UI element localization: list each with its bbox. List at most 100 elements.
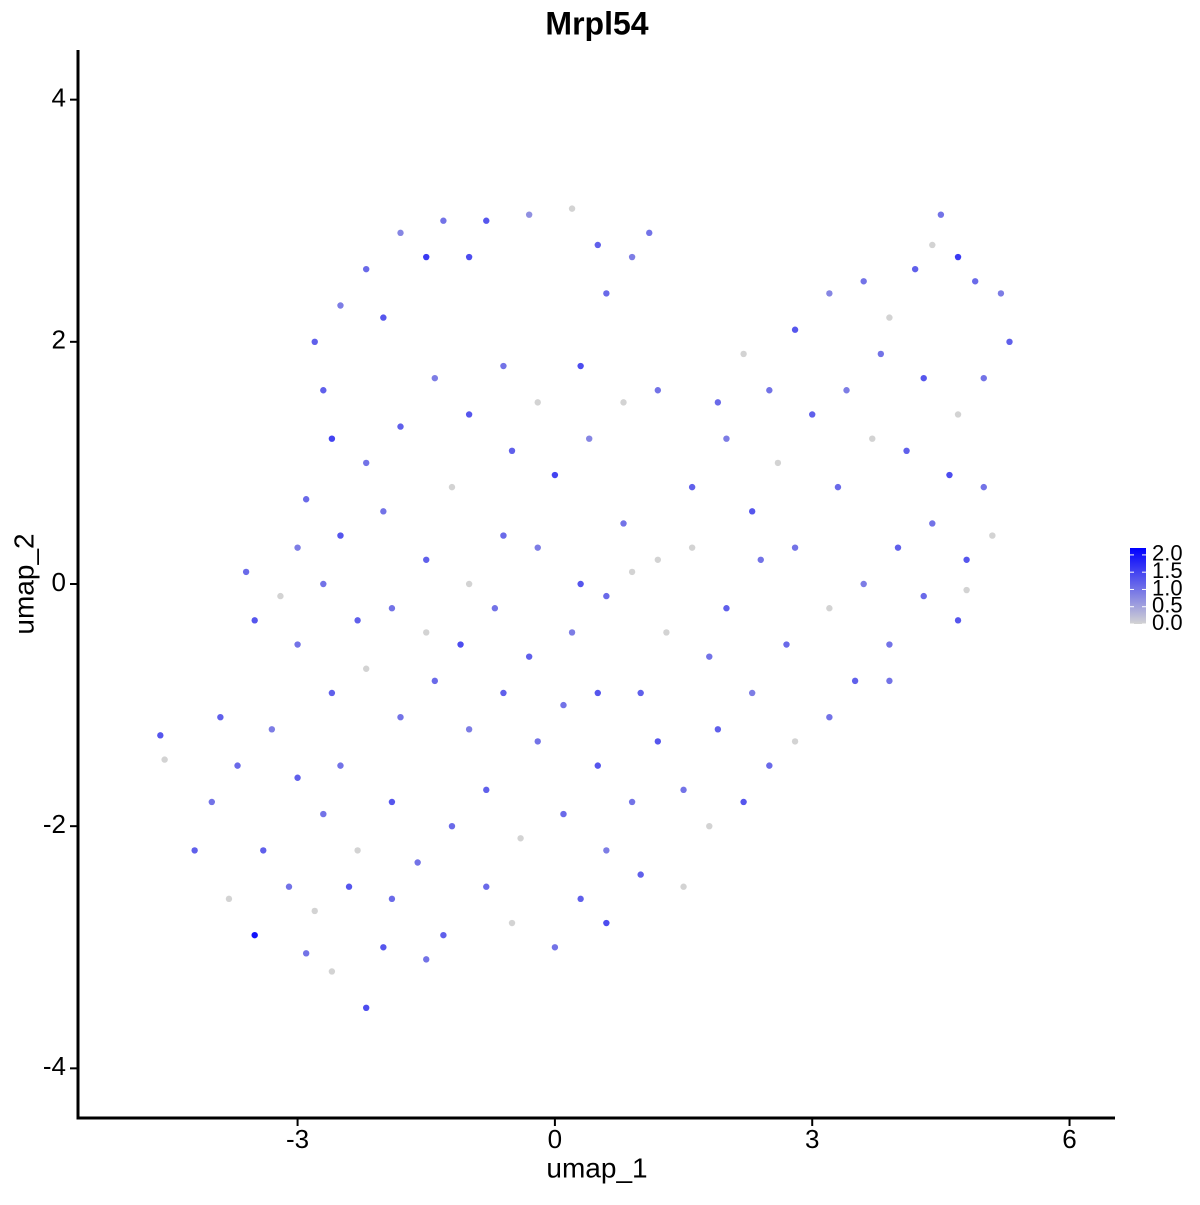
point [568, 205, 576, 212]
point [646, 229, 653, 237]
x-tick-label: -3 [286, 1124, 309, 1154]
point [302, 496, 310, 503]
point [774, 459, 782, 467]
point [843, 387, 850, 394]
point [963, 556, 970, 563]
point [311, 338, 318, 346]
point [440, 931, 447, 939]
point [388, 798, 396, 806]
y-tick-label: 2 [52, 325, 66, 355]
point [654, 556, 662, 563]
point [234, 762, 241, 769]
point [869, 435, 876, 442]
point [551, 944, 559, 951]
point [688, 483, 696, 491]
point [971, 278, 979, 285]
point [354, 617, 361, 624]
point [380, 314, 387, 321]
point [491, 605, 499, 612]
point [620, 399, 627, 406]
point [362, 1004, 370, 1012]
point [911, 265, 919, 273]
point [826, 713, 833, 721]
point [423, 956, 430, 963]
point [217, 713, 224, 721]
point [242, 568, 250, 576]
point [826, 605, 833, 612]
x-axis-label: umap_1 [546, 1152, 647, 1183]
point [809, 411, 816, 418]
point [740, 350, 747, 358]
point [620, 520, 627, 527]
point [320, 810, 327, 818]
point [954, 411, 962, 418]
point [603, 290, 610, 297]
point [826, 290, 833, 297]
point [628, 798, 636, 806]
point [586, 435, 593, 442]
point [989, 532, 996, 539]
point [766, 387, 773, 394]
y-tick-label: -4 [43, 1051, 66, 1081]
point [517, 835, 524, 842]
point [886, 314, 893, 321]
point [748, 508, 756, 515]
point [877, 350, 885, 358]
point [285, 883, 293, 890]
point [954, 253, 962, 261]
point [294, 641, 301, 648]
point [791, 544, 799, 551]
point [302, 950, 310, 957]
point [534, 399, 541, 406]
point [603, 919, 610, 927]
point [337, 302, 344, 309]
point [706, 653, 713, 660]
point [508, 919, 516, 927]
point [251, 931, 258, 939]
point [603, 592, 610, 600]
point [603, 847, 610, 854]
point [628, 568, 636, 576]
point [688, 544, 696, 551]
point [886, 641, 893, 648]
point [886, 677, 893, 685]
point [320, 580, 327, 588]
y-axis-label: umap_2 [8, 533, 39, 634]
colorbar [1130, 548, 1146, 624]
point [637, 689, 644, 697]
point [337, 532, 344, 539]
point [380, 508, 387, 515]
point [380, 944, 387, 951]
point [483, 217, 490, 224]
colorbar-tick-label: 1.5 [1152, 558, 1183, 583]
point [423, 253, 430, 261]
point [328, 435, 336, 442]
point [311, 907, 318, 915]
chart-title: Mrpl54 [545, 5, 648, 41]
point [680, 883, 687, 890]
point [680, 786, 687, 794]
point [465, 253, 473, 261]
point [851, 677, 859, 685]
x-tick-label: 3 [805, 1124, 819, 1154]
point [723, 435, 730, 442]
point [268, 726, 276, 733]
point [465, 580, 473, 588]
point [628, 253, 636, 261]
point [397, 229, 404, 237]
point [397, 423, 404, 430]
point [320, 387, 327, 394]
points [157, 205, 1013, 1012]
y-tick-label: -2 [43, 809, 66, 839]
point [345, 883, 353, 890]
point [431, 374, 439, 382]
point [465, 726, 473, 733]
x-tick-label: 0 [548, 1124, 562, 1154]
point [457, 641, 464, 648]
point [260, 847, 267, 854]
point [791, 738, 799, 745]
point [500, 532, 507, 539]
point [980, 483, 987, 491]
point [920, 592, 927, 600]
